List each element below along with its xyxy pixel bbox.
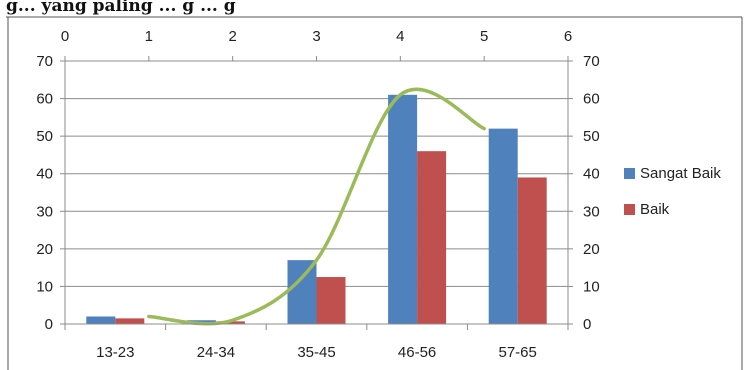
axes: 0 10 20 30 40 50 60 70 0 10 20 30 40 50 60 70 0 1 2 3 4 5 6 13-… bbox=[36, 28, 599, 361]
x-category-label-57-65: 57-65 bbox=[499, 344, 537, 361]
bar-sangat-baik-13-23 bbox=[86, 316, 116, 324]
legend: Sangat Baik Baik bbox=[624, 165, 721, 218]
x-category-label-46-56: 46-56 bbox=[398, 344, 436, 361]
bar-sangat-baik-57-65 bbox=[488, 128, 518, 324]
x-tick-label-top-2: 2 bbox=[228, 28, 236, 45]
y-tick-label-left-50: 50 bbox=[36, 128, 53, 145]
y-tick-label-left-60: 60 bbox=[36, 91, 53, 108]
y-tick-label-left-20: 20 bbox=[36, 241, 53, 258]
y-tick-label-right-60: 60 bbox=[583, 91, 600, 108]
y-tick-label-left-30: 30 bbox=[36, 203, 53, 220]
y-tick-label-right-10: 10 bbox=[583, 278, 600, 295]
bar-baik-57-65 bbox=[517, 177, 547, 324]
y-tick-label-right-30: 30 bbox=[583, 203, 600, 220]
y-tick-label-right-70: 70 bbox=[583, 53, 600, 70]
bar-baik-46-56 bbox=[417, 151, 447, 324]
x-category-label-35-45: 35-45 bbox=[297, 344, 335, 361]
y-tick-label-left-10: 10 bbox=[36, 278, 53, 295]
x-tick-label-top-1: 1 bbox=[145, 28, 153, 45]
legend-label-sangat-baik: Sangat Baik bbox=[640, 165, 721, 182]
x-tick-label-top-3: 3 bbox=[312, 28, 320, 45]
y-tick-label-left-70: 70 bbox=[36, 53, 53, 70]
bar-sangat-baik-46-56 bbox=[388, 94, 418, 324]
bar-baik-35-45 bbox=[316, 277, 346, 324]
legend-swatch-baik bbox=[624, 204, 635, 215]
y-tick-label-right-50: 50 bbox=[583, 128, 600, 145]
bars bbox=[86, 94, 547, 324]
y-tick-label-right-40: 40 bbox=[583, 166, 600, 183]
x-tick-label-top-0: 0 bbox=[61, 28, 69, 45]
legend-label-baik: Baik bbox=[640, 201, 670, 218]
bar-baik-13-23 bbox=[115, 318, 145, 324]
x-category-label-24-34: 24-34 bbox=[197, 344, 235, 361]
y-tick-label-right-0: 0 bbox=[583, 316, 591, 333]
x-tick-label-top-6: 6 bbox=[564, 28, 572, 45]
caption-strip: g... yang paling ... g ... g bbox=[6, 0, 236, 16]
x-tick-label-top-5: 5 bbox=[480, 28, 488, 45]
y-tick-label-right-20: 20 bbox=[583, 241, 600, 258]
x-tick-label-top-4: 4 bbox=[396, 28, 404, 45]
legend-swatch-sangat-baik bbox=[624, 168, 635, 179]
bar-sangat-baik-35-45 bbox=[287, 260, 317, 324]
x-category-label-13-23: 13-23 bbox=[96, 344, 134, 361]
y-tick-label-left-40: 40 bbox=[36, 166, 53, 183]
y-tick-label-left-0: 0 bbox=[45, 316, 53, 333]
